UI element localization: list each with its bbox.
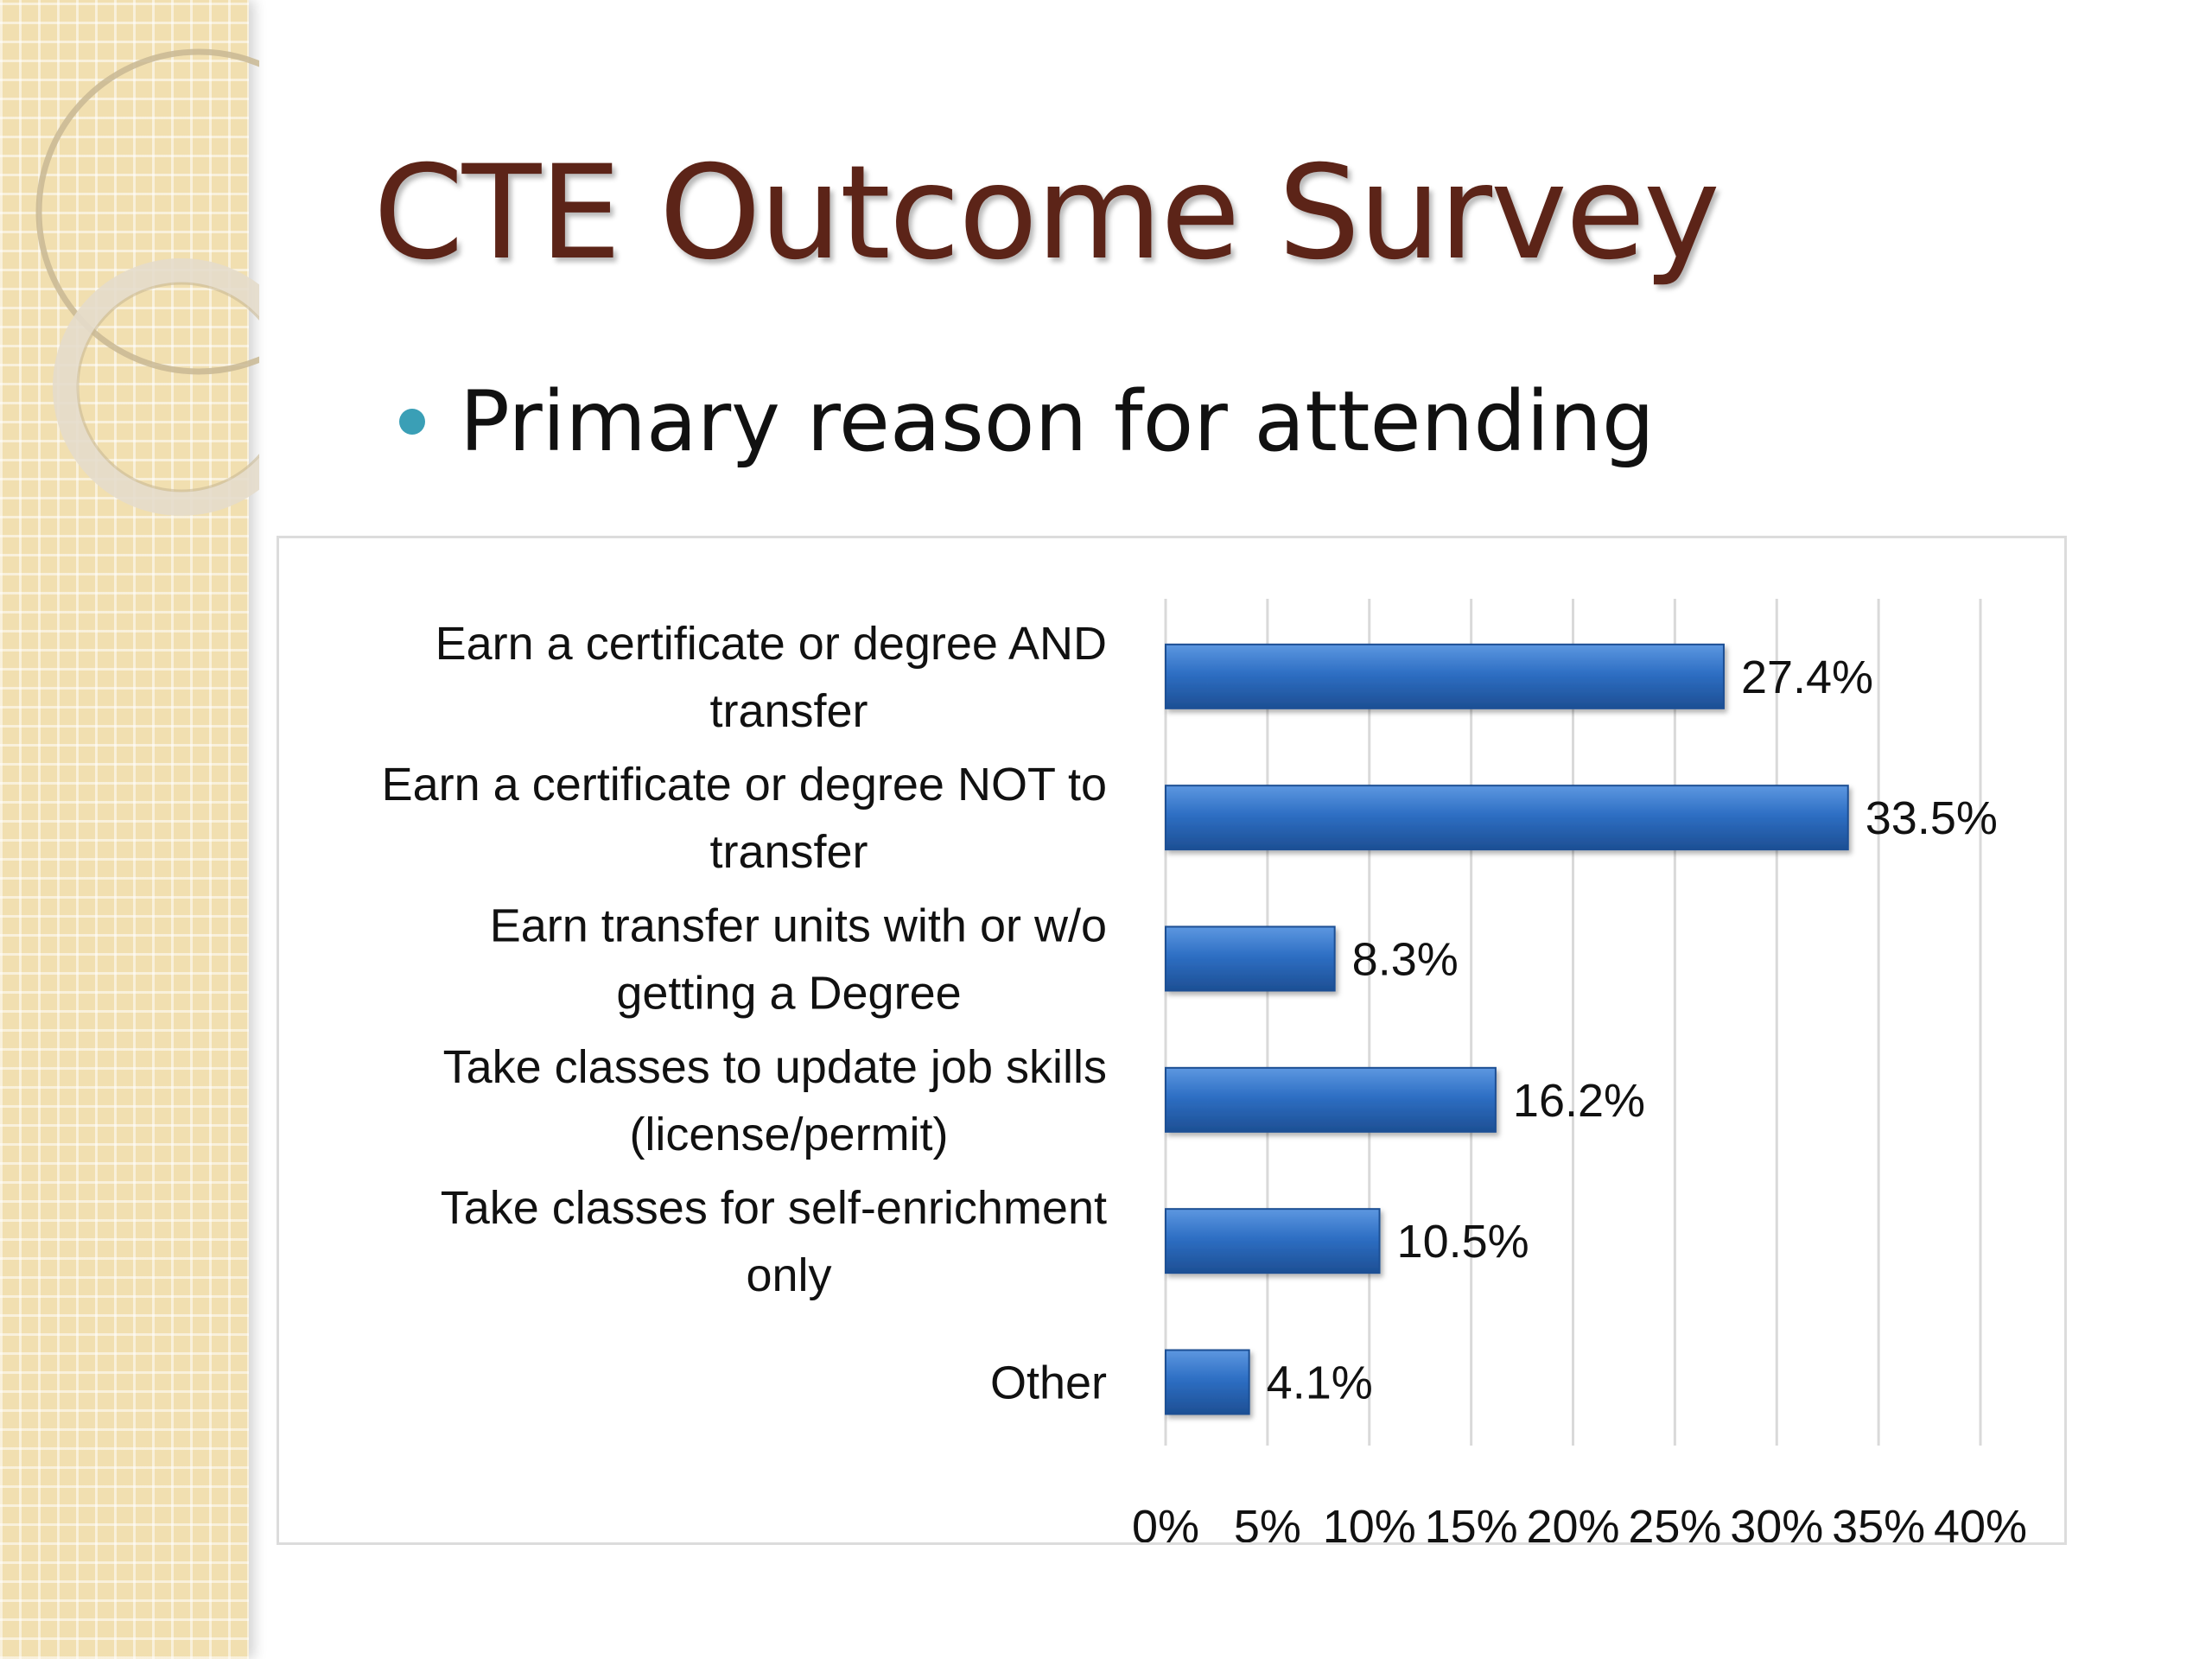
category-label-line: Other bbox=[990, 1357, 1107, 1409]
category-label: Take classes for self-enrichment only bbox=[441, 1182, 1107, 1301]
x-tick-label: 0% bbox=[1132, 1501, 1199, 1542]
data-label: 8.3% bbox=[1352, 934, 1459, 986]
category-label: Earn a certificate or degree AND transfer bbox=[435, 618, 1107, 737]
bar bbox=[1165, 1208, 1381, 1274]
bar-chart: 0% 5% 10% 15% 20% 25% 30% 35% 40% 27.4% Earn a cer… bbox=[382, 599, 2027, 1542]
category-label: Earn transfer units with or w/o getting a… bbox=[490, 900, 1107, 1020]
category-label: Other bbox=[990, 1357, 1107, 1409]
x-tick-label: 20% bbox=[1526, 1501, 1619, 1542]
bar bbox=[1165, 643, 1725, 709]
bullet-text: Primary reason for attending bbox=[460, 373, 1655, 470]
data-label: 33.5% bbox=[1866, 792, 1998, 844]
x-tick-label: 25% bbox=[1628, 1501, 1721, 1542]
bar bbox=[1165, 785, 1849, 851]
bar bbox=[1165, 1066, 1497, 1133]
x-tick-label: 10% bbox=[1323, 1501, 1416, 1542]
decorative-rings bbox=[35, 48, 259, 516]
data-label: 4.1% bbox=[1267, 1357, 1373, 1409]
category-label-line: only bbox=[746, 1249, 831, 1301]
x-tick-label: 40% bbox=[1934, 1501, 2027, 1542]
x-tick-label: 15% bbox=[1425, 1501, 1518, 1542]
category-label: Earn a certificate or degree NOT to trans… bbox=[382, 759, 1107, 878]
category-label-line: Earn a certificate or degree NOT to bbox=[382, 759, 1107, 810]
bullet-item: Primary reason for attending bbox=[399, 373, 1655, 470]
category-label-line: (license/permit) bbox=[629, 1109, 948, 1160]
category-label-line: Earn a certificate or degree AND bbox=[435, 618, 1107, 670]
bullet-dot-icon bbox=[399, 409, 425, 435]
category-label-line: transfer bbox=[709, 685, 868, 737]
data-label: 10.5% bbox=[1397, 1216, 1529, 1268]
decorative-ring-small bbox=[53, 258, 259, 516]
data-label: 27.4% bbox=[1741, 652, 1873, 703]
bar bbox=[1165, 925, 1336, 992]
category-label-line: Earn transfer units with or w/o bbox=[490, 900, 1107, 952]
x-tick-label: 35% bbox=[1832, 1501, 1925, 1542]
category-label-line: getting a Degree bbox=[616, 968, 961, 1020]
category-label-line: Take classes to update job skills bbox=[443, 1041, 1107, 1093]
category-label-line: transfer bbox=[709, 826, 868, 878]
category-label: Take classes to update job skills (licens… bbox=[443, 1041, 1107, 1160]
slide-title: CTE Outcome Survey bbox=[373, 138, 1720, 289]
bar bbox=[1165, 1349, 1250, 1415]
chart-frame: 0% 5% 10% 15% 20% 25% 30% 35% 40% 27.4% Earn a cer… bbox=[276, 536, 2067, 1545]
x-tick-label: 30% bbox=[1730, 1501, 1823, 1542]
data-label: 16.2% bbox=[1513, 1075, 1645, 1127]
category-label-line: Take classes for self-enrichment bbox=[441, 1182, 1107, 1234]
decorative-ring-large bbox=[35, 48, 259, 375]
x-tick-label: 5% bbox=[1234, 1501, 1301, 1542]
